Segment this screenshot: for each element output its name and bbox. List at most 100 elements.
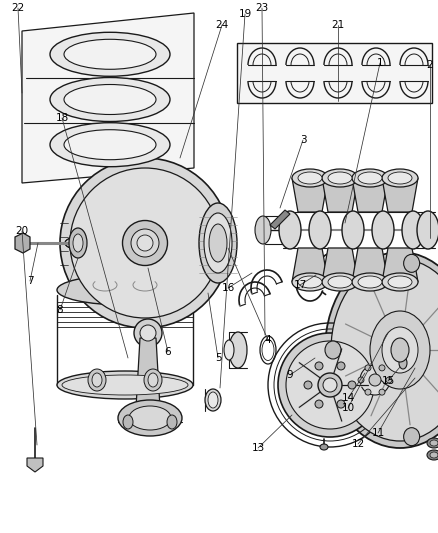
Ellipse shape: [382, 327, 418, 373]
Ellipse shape: [144, 369, 162, 391]
Ellipse shape: [229, 332, 247, 368]
Ellipse shape: [204, 213, 232, 273]
Ellipse shape: [50, 123, 170, 167]
Ellipse shape: [328, 276, 352, 288]
Ellipse shape: [137, 235, 153, 251]
Ellipse shape: [365, 389, 371, 395]
Ellipse shape: [64, 39, 156, 69]
Ellipse shape: [360, 365, 390, 395]
Ellipse shape: [379, 389, 385, 395]
Ellipse shape: [315, 400, 323, 408]
Ellipse shape: [342, 211, 364, 249]
Ellipse shape: [50, 33, 170, 76]
Ellipse shape: [358, 377, 364, 383]
Ellipse shape: [382, 273, 418, 291]
Text: 19: 19: [238, 9, 251, 19]
Ellipse shape: [123, 221, 167, 265]
Ellipse shape: [167, 415, 177, 429]
Text: 10: 10: [342, 403, 355, 413]
Ellipse shape: [372, 211, 394, 249]
Ellipse shape: [352, 273, 388, 291]
Text: 18: 18: [55, 113, 69, 123]
Ellipse shape: [60, 158, 230, 328]
Polygon shape: [352, 248, 388, 282]
Ellipse shape: [118, 400, 182, 436]
Polygon shape: [22, 13, 194, 183]
Ellipse shape: [428, 222, 438, 238]
Ellipse shape: [404, 427, 420, 446]
Polygon shape: [27, 458, 43, 472]
Ellipse shape: [278, 333, 382, 437]
Ellipse shape: [129, 406, 171, 430]
Ellipse shape: [328, 172, 352, 184]
Ellipse shape: [140, 325, 156, 341]
Ellipse shape: [292, 273, 328, 291]
Ellipse shape: [323, 378, 337, 392]
Ellipse shape: [73, 234, 83, 252]
Text: 24: 24: [215, 20, 229, 30]
Ellipse shape: [224, 340, 234, 360]
Ellipse shape: [57, 275, 193, 305]
Polygon shape: [15, 233, 30, 253]
Ellipse shape: [88, 369, 106, 391]
Ellipse shape: [92, 373, 102, 387]
Ellipse shape: [352, 169, 388, 187]
Ellipse shape: [279, 211, 301, 249]
Ellipse shape: [315, 362, 323, 370]
Text: 3: 3: [300, 135, 306, 145]
Ellipse shape: [255, 216, 271, 244]
Text: 1: 1: [377, 58, 383, 68]
Ellipse shape: [402, 211, 424, 249]
Ellipse shape: [358, 276, 382, 288]
Ellipse shape: [370, 311, 430, 389]
Ellipse shape: [325, 252, 438, 448]
Ellipse shape: [365, 365, 371, 371]
Ellipse shape: [322, 273, 358, 291]
Polygon shape: [382, 248, 418, 282]
Ellipse shape: [388, 172, 412, 184]
Text: 21: 21: [332, 20, 345, 30]
Ellipse shape: [208, 392, 218, 408]
Ellipse shape: [404, 254, 420, 272]
Ellipse shape: [322, 169, 358, 187]
Text: 20: 20: [15, 226, 28, 236]
Text: 16: 16: [221, 283, 235, 293]
Text: 2: 2: [427, 60, 433, 70]
Ellipse shape: [62, 375, 188, 395]
Ellipse shape: [64, 130, 156, 160]
Ellipse shape: [309, 211, 331, 249]
Text: 13: 13: [251, 443, 265, 453]
Polygon shape: [322, 248, 358, 282]
Ellipse shape: [337, 362, 345, 370]
Text: 9: 9: [287, 370, 293, 380]
Ellipse shape: [369, 374, 381, 386]
Polygon shape: [322, 178, 358, 212]
Polygon shape: [292, 178, 328, 212]
Text: 23: 23: [255, 3, 268, 13]
Ellipse shape: [298, 276, 322, 288]
Polygon shape: [382, 178, 418, 212]
Ellipse shape: [148, 373, 158, 387]
Ellipse shape: [430, 440, 438, 446]
Ellipse shape: [386, 377, 392, 383]
Ellipse shape: [123, 415, 133, 429]
Ellipse shape: [70, 168, 220, 318]
Ellipse shape: [134, 319, 162, 347]
Ellipse shape: [131, 229, 159, 257]
Text: 5: 5: [215, 353, 221, 363]
Text: 15: 15: [381, 376, 395, 386]
Ellipse shape: [348, 381, 356, 389]
Ellipse shape: [320, 444, 328, 450]
Ellipse shape: [57, 371, 193, 399]
Ellipse shape: [292, 169, 328, 187]
Ellipse shape: [417, 211, 438, 249]
Ellipse shape: [388, 276, 412, 288]
Ellipse shape: [64, 85, 156, 115]
Polygon shape: [352, 178, 388, 212]
Text: 17: 17: [293, 280, 307, 290]
Ellipse shape: [379, 365, 385, 371]
Ellipse shape: [318, 373, 342, 397]
Bar: [237, 43, 432, 103]
Text: 8: 8: [57, 305, 64, 315]
Ellipse shape: [50, 77, 170, 122]
